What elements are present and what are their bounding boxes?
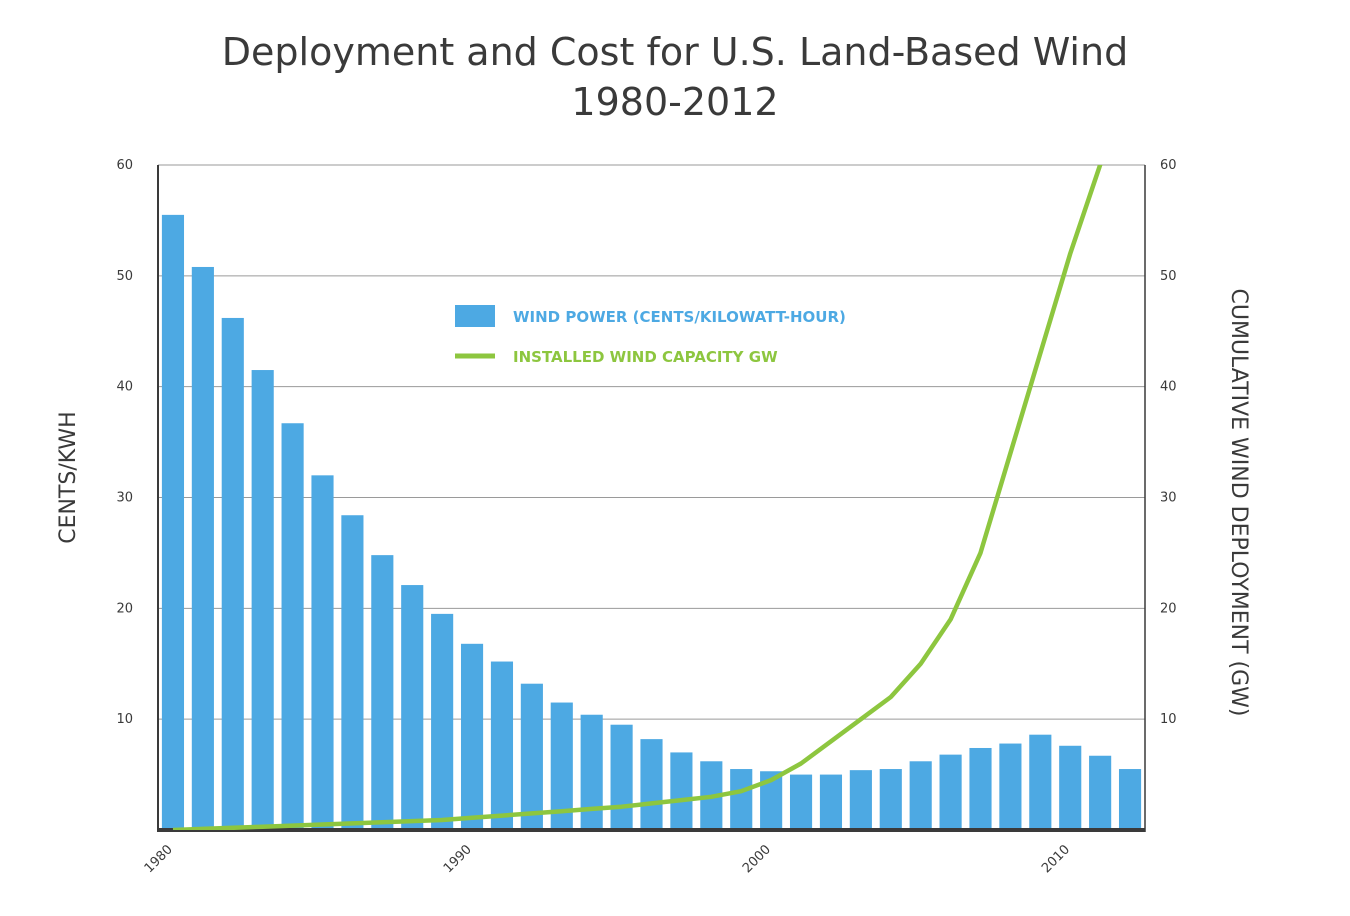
bar	[1059, 745, 1082, 830]
bar	[999, 743, 1022, 830]
bar	[460, 643, 484, 830]
bar	[311, 475, 334, 830]
y-tick-label: 60	[116, 158, 133, 173]
bar	[1118, 769, 1142, 830]
axes	[157, 165, 1146, 832]
bar	[520, 683, 543, 830]
bar	[550, 702, 573, 830]
bar-series	[161, 214, 1142, 830]
bar	[909, 761, 932, 830]
x-tick-label: 1980	[142, 842, 176, 876]
bar	[221, 317, 244, 830]
bar	[939, 754, 962, 830]
line-series	[172, 165, 1103, 830]
bar	[431, 613, 454, 830]
bar	[640, 739, 663, 830]
bar	[730, 769, 753, 830]
bar	[789, 774, 813, 830]
bar	[161, 214, 185, 830]
y-tick-label: 50	[116, 269, 133, 284]
bar	[341, 515, 364, 830]
y-axis-title: CENTS/KWH	[56, 411, 81, 543]
legend: WIND POWER (CENTS/KILOWATT-HOUR) INSTALLE…	[455, 305, 846, 366]
bar	[251, 370, 274, 830]
series-line	[172, 165, 1103, 830]
bar	[969, 747, 992, 830]
y2-tick-label: 10	[1160, 712, 1177, 727]
legend-label-bars: WIND POWER (CENTS/KILOWATT-HOUR)	[513, 308, 846, 326]
bar	[1089, 755, 1112, 830]
bar	[819, 774, 843, 830]
bar	[610, 724, 633, 830]
y-tick-label: 10	[116, 712, 133, 727]
y2-tick-label: 20	[1160, 601, 1177, 616]
chart-subtitle: 1980-2012	[571, 80, 779, 124]
y-tick-label: 40	[116, 380, 133, 395]
y2-tick-label: 40	[1160, 380, 1177, 395]
axis-titles: CENTS/KWH CUMULATIVE WIND DEPLOYMENT (GW)	[56, 288, 1251, 716]
bar	[670, 752, 693, 830]
x-tick-label: 1990	[441, 842, 475, 876]
bar	[281, 423, 304, 830]
y2-axis-title: CUMULATIVE WIND DEPLOYMENT (GW)	[1226, 288, 1251, 716]
x-tick-label: 2000	[740, 842, 774, 876]
bar	[760, 771, 783, 830]
bar	[849, 770, 872, 830]
gridlines	[158, 164, 1145, 720]
x-tick-label: 2010	[1039, 842, 1073, 876]
y-tick-label: 20	[116, 601, 133, 616]
bar	[191, 266, 214, 830]
bar	[401, 585, 424, 830]
bar	[1029, 734, 1052, 830]
bar	[879, 769, 902, 830]
y2-tick-label: 30	[1160, 491, 1177, 506]
y-tick-label: 30	[116, 491, 133, 506]
chart-title: Deployment and Cost for U.S. Land-Based …	[221, 30, 1129, 74]
bar	[371, 555, 394, 830]
bar	[580, 714, 603, 830]
legend-label-line: INSTALLED WIND CAPACITY GW	[513, 348, 778, 366]
y2-tick-label: 60	[1160, 158, 1177, 173]
bar	[490, 661, 514, 830]
y2-tick-label: 50	[1160, 269, 1177, 284]
legend-swatch-bars	[455, 305, 495, 327]
